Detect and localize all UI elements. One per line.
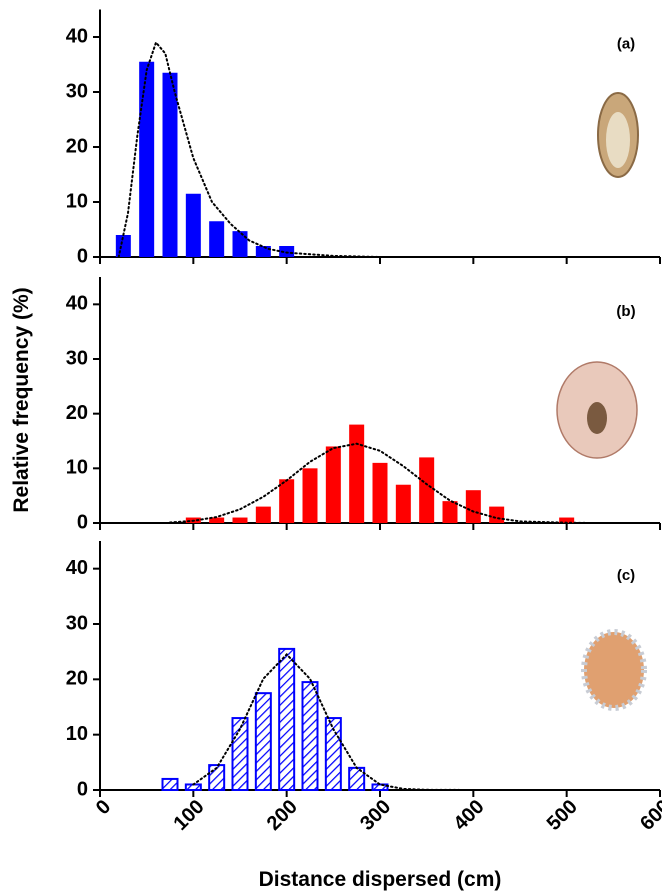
bar [209, 221, 225, 257]
y-tick-label: 30 [66, 80, 88, 102]
bar [325, 446, 341, 523]
bar [278, 647, 296, 792]
bar [395, 484, 411, 523]
bar [419, 457, 435, 523]
fit-curve [169, 442, 591, 524]
seed-image [606, 112, 630, 168]
y-tick-label: 0 [77, 511, 88, 533]
fit-curve [192, 652, 475, 791]
x-tick-label: 300 [356, 796, 395, 835]
bar [489, 506, 505, 523]
bar [255, 246, 271, 257]
bar [442, 501, 458, 523]
bar [465, 490, 481, 523]
fit-curve [117, 40, 381, 258]
y-tick-label: 10 [66, 457, 88, 479]
panel-label: (a) [617, 35, 635, 52]
bar [232, 517, 248, 523]
bar [302, 468, 318, 523]
panel-label: (b) [616, 303, 635, 320]
y-tick-label: 40 [66, 25, 88, 47]
x-tick-label: 200 [263, 796, 302, 835]
x-tick-label: 100 [169, 796, 208, 835]
bar [185, 193, 201, 257]
x-tick-label: 600 [636, 796, 662, 835]
x-tick-label: 0 [92, 796, 115, 819]
panel-label: (c) [617, 567, 635, 584]
bar [255, 506, 271, 523]
bar [279, 246, 295, 257]
x-tick-label: 500 [543, 796, 582, 835]
bar [231, 717, 249, 791]
y-tick-label: 0 [77, 245, 88, 267]
seed-image [581, 629, 647, 711]
y-axis-title: Relative frequency (%) [10, 287, 33, 512]
bar [161, 777, 179, 792]
seed-image [587, 402, 607, 434]
bar [371, 783, 389, 792]
y-tick-label: 20 [66, 135, 88, 157]
y-tick-label: 20 [66, 668, 88, 690]
y-tick-label: 40 [66, 293, 88, 315]
y-tick-label: 30 [66, 347, 88, 369]
bar [162, 72, 178, 257]
bar [279, 479, 295, 523]
bar [372, 462, 388, 523]
bar [209, 517, 225, 523]
y-tick-label: 0 [77, 778, 88, 800]
bar [232, 231, 248, 257]
x-tick-label: 400 [449, 796, 488, 835]
x-axis-title: Distance dispersed (cm) [259, 868, 502, 891]
y-tick-label: 20 [66, 402, 88, 424]
bar [301, 681, 319, 791]
y-tick-label: 30 [66, 612, 88, 634]
y-tick-label: 10 [66, 723, 88, 745]
y-tick-label: 40 [66, 557, 88, 579]
bar [349, 424, 365, 523]
bar [139, 61, 155, 257]
y-tick-label: 10 [66, 190, 88, 212]
bar [559, 517, 575, 523]
bar [254, 692, 272, 792]
